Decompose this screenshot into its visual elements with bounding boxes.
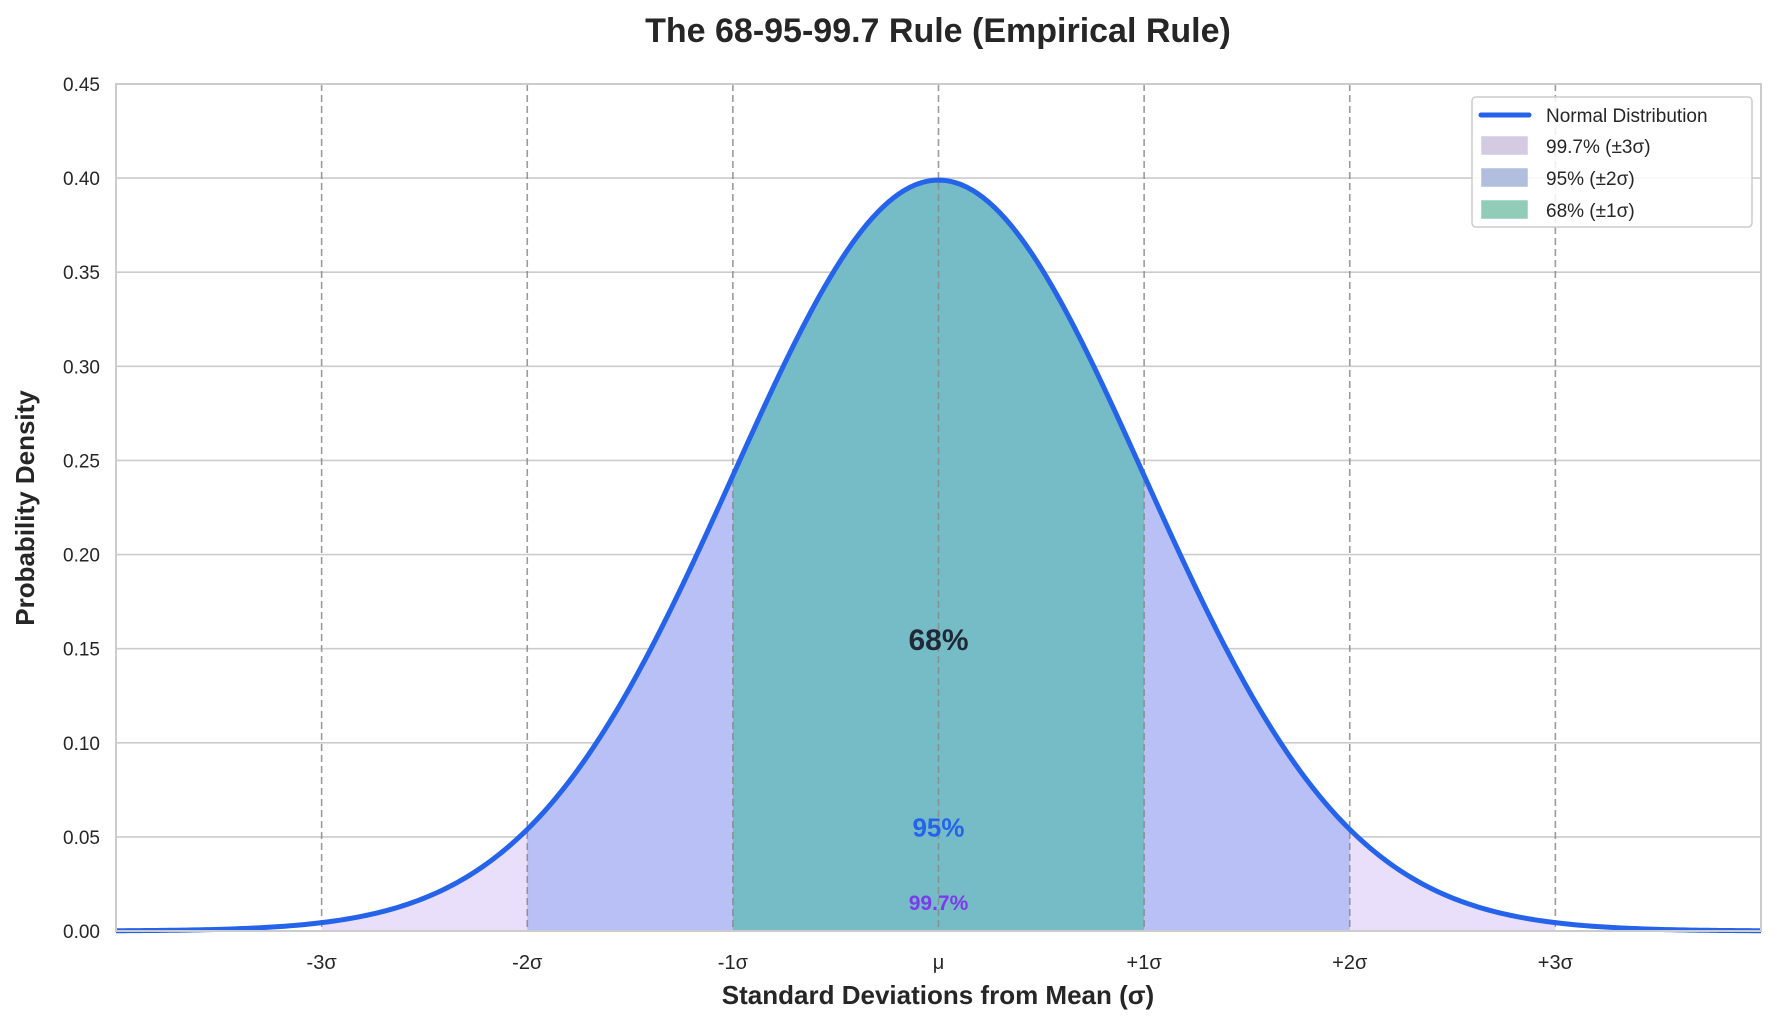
y-tick-label: 0.00 bbox=[63, 922, 100, 943]
ticks: 0.00 0.05 0.10 0.15 0.20 0.25 0.30 0.35 0.40 0.45… bbox=[63, 75, 1574, 974]
legend-box bbox=[1471, 96, 1753, 228]
y-tick-label: 0.25 bbox=[63, 451, 100, 472]
annotation-label: 95% bbox=[912, 813, 964, 843]
y-tick-label: 0.35 bbox=[63, 263, 100, 284]
y-tick-label: 0.20 bbox=[63, 546, 100, 567]
x-tick-label: μ bbox=[933, 952, 945, 974]
legend-label: 99.7% (±3σ) bbox=[1546, 137, 1651, 158]
x-tick-label: +2σ bbox=[1332, 952, 1368, 974]
sigma-lines bbox=[320, 84, 1557, 931]
legend: Normal Distribution 99.7% (±3σ) 95% (±2σ) 6… bbox=[1471, 96, 1753, 228]
annotation-label: 68% bbox=[908, 624, 968, 657]
x-tick-label: -3σ bbox=[307, 952, 338, 974]
normal-curve bbox=[115, 177, 1762, 934]
chart-title: The 68-95-99.7 Rule (Empirical Rule) bbox=[645, 12, 1231, 50]
legend-swatch bbox=[1481, 168, 1528, 187]
y-tick-label: 0.15 bbox=[63, 640, 100, 661]
legend-swatch bbox=[1481, 136, 1528, 155]
legend-swatch bbox=[1481, 200, 1528, 219]
y-tick-label: 0.30 bbox=[63, 357, 100, 378]
x-tick-label: -1σ bbox=[718, 952, 749, 974]
y-tick-label: 0.05 bbox=[63, 828, 100, 849]
region-fill bbox=[732, 180, 1145, 932]
x-tick-label: +3σ bbox=[1538, 952, 1574, 974]
y-tick-label: 0.10 bbox=[63, 734, 100, 755]
y-tick-label: 0.45 bbox=[63, 75, 100, 96]
legend-label: 68% (±1σ) bbox=[1546, 201, 1635, 222]
x-axis-label: Standard Deviations from Mean (σ) bbox=[722, 980, 1154, 1010]
legend-label: Normal Distribution bbox=[1546, 106, 1708, 127]
y-axis-label: Probability Density bbox=[10, 390, 40, 626]
region-fills bbox=[321, 180, 1556, 932]
annotation-label: 99.7% bbox=[909, 892, 969, 915]
x-tick-label: +1σ bbox=[1127, 952, 1163, 974]
y-tick-label: 0.40 bbox=[63, 169, 100, 190]
plot-frame bbox=[115, 83, 1762, 932]
x-tick-label: -2σ bbox=[512, 952, 543, 974]
annotations: 68% 95% 99.7% bbox=[908, 624, 968, 915]
legend-label: 95% (±2σ) bbox=[1546, 169, 1635, 190]
